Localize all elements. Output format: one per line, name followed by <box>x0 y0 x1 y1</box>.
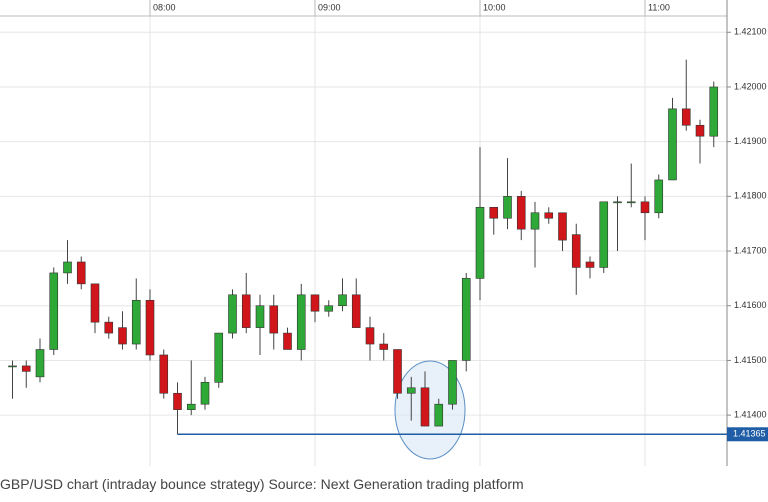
candle-body <box>173 392 182 410</box>
y-tick-label: 1.41600 <box>734 300 767 310</box>
candle-body <box>365 327 375 345</box>
candle-body <box>228 294 237 334</box>
candle-body <box>310 294 320 312</box>
candle-body <box>338 294 347 307</box>
candle-body <box>35 349 45 378</box>
candle-body <box>255 305 265 328</box>
candle-body <box>668 108 677 181</box>
support-label: 1.41365 <box>733 429 766 439</box>
candle-body <box>571 234 581 268</box>
candle-body <box>145 299 155 356</box>
y-tick-label: 1.42100 <box>734 27 767 37</box>
candle-body <box>63 261 72 274</box>
candle-body <box>489 206 499 219</box>
candle-body <box>695 124 705 137</box>
candle-body <box>159 354 169 394</box>
candle-body <box>709 86 719 137</box>
candle-body <box>681 108 691 126</box>
x-tick-label: 08:00 <box>153 2 176 12</box>
y-tick-label: 1.41700 <box>734 245 767 255</box>
candle-body <box>475 206 485 279</box>
candle-body <box>324 305 334 312</box>
candle-body <box>393 349 402 394</box>
candle-body <box>585 261 595 268</box>
candle-body <box>269 305 279 334</box>
candle-body <box>8 365 17 368</box>
candle-body <box>640 201 650 214</box>
candle-body <box>296 294 306 350</box>
candle-body <box>434 403 444 427</box>
candle-body <box>379 343 389 350</box>
candle-body <box>241 294 251 328</box>
candle-body <box>613 201 622 204</box>
x-tick-label: 10:00 <box>483 2 506 12</box>
candle-body <box>599 201 609 268</box>
x-tick-label: 09:00 <box>318 2 341 12</box>
chart: 1.41400 1.41500 1.41600 1.41700 1.41800 1.419… <box>0 0 768 466</box>
y-tick-label: 1.41400 <box>734 410 767 420</box>
candle-body <box>49 272 59 350</box>
candle-body <box>654 179 664 214</box>
candle-body <box>448 360 457 405</box>
caption: GBP/USD chart (intraday bounce strategy)… <box>0 476 524 492</box>
y-tick-label: 1.41900 <box>734 136 767 146</box>
candle-body <box>406 387 416 394</box>
candle-body <box>558 212 567 241</box>
candle-body <box>131 299 141 345</box>
candle-body <box>104 321 114 334</box>
candle-body <box>76 261 86 285</box>
candle-body <box>90 283 100 323</box>
candle-body <box>461 278 471 361</box>
background <box>0 0 768 466</box>
candle-body <box>214 332 224 383</box>
candle-body <box>118 327 127 345</box>
y-tick-label: 1.41800 <box>734 191 767 201</box>
candle-body <box>420 387 430 427</box>
candle-body <box>530 212 540 230</box>
candle-body <box>516 196 526 230</box>
x-tick-label: 11:00 <box>648 2 670 12</box>
candle-body <box>626 201 636 204</box>
candle-body <box>351 294 361 328</box>
candle-body <box>186 403 196 410</box>
y-tick-label: 1.42000 <box>734 81 767 91</box>
candle-body <box>21 365 31 372</box>
support-label-box <box>727 427 768 442</box>
candle-body <box>200 382 210 405</box>
candle-body <box>503 196 512 219</box>
y-tick-label: 1.41500 <box>734 355 767 365</box>
candle-body <box>283 332 292 350</box>
candle-body <box>544 212 554 219</box>
